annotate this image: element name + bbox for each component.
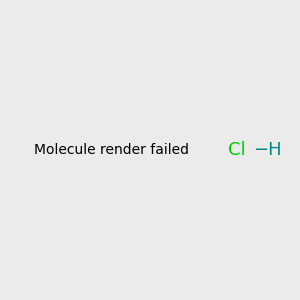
Text: Molecule render failed: Molecule render failed: [34, 143, 188, 157]
Text: −H: −H: [253, 141, 281, 159]
Text: Cl: Cl: [228, 141, 246, 159]
